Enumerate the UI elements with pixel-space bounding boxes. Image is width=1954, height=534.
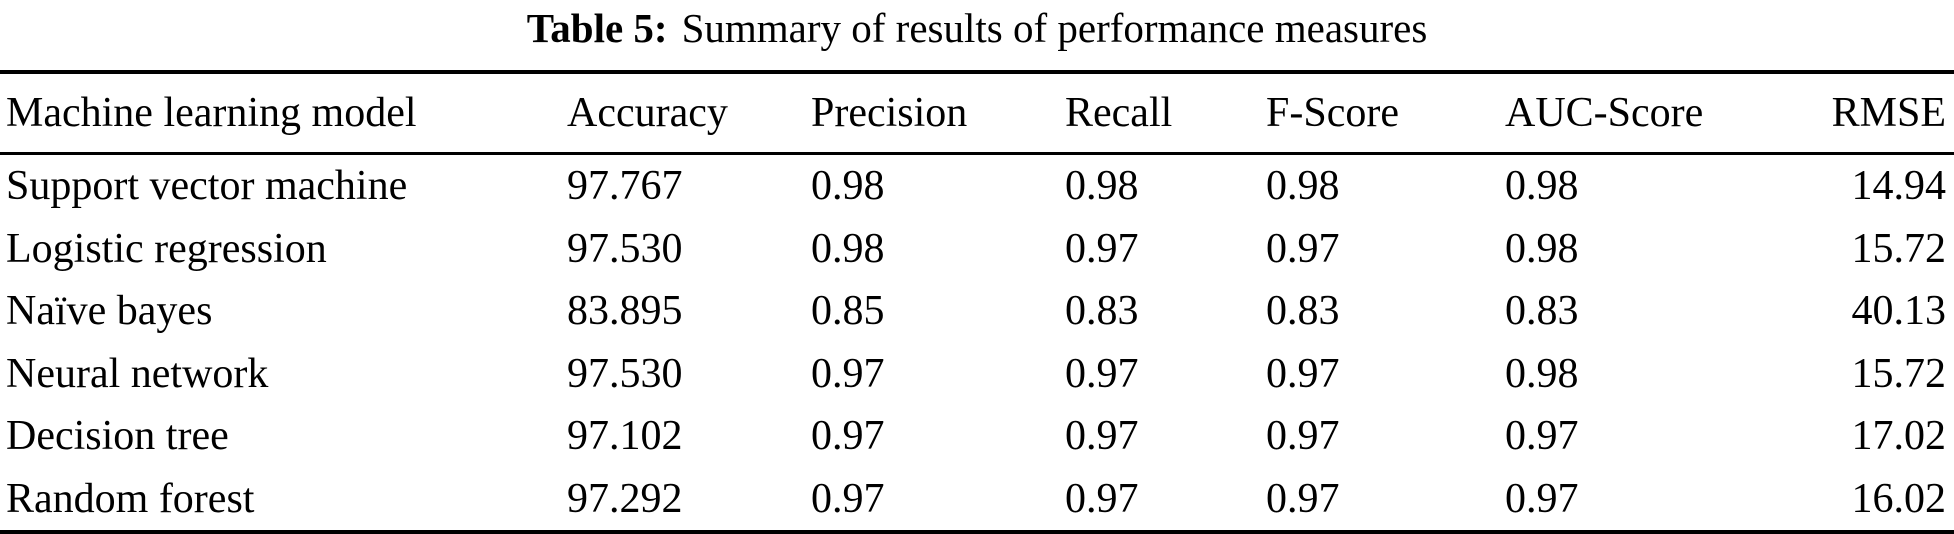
table-row: Naïve bayes 83.895 0.85 0.83 0.83 0.83 4… [0,280,1954,343]
col-header-f-score: F-Score [1266,72,1505,155]
col-header-recall: Recall [1065,72,1266,155]
cell-recall: 0.97 [1065,475,1139,522]
cell-auc-score: 0.97 [1505,475,1579,522]
cell-model: Naïve bayes [6,288,213,335]
cell-f-score: 0.97 [1266,413,1340,460]
cell-precision: 0.97 [811,413,885,460]
cell-model: Logistic regression [6,225,327,272]
cell-f-score: 0.83 [1266,288,1340,335]
table-row: Decision tree 97.102 0.97 0.97 0.97 0.97… [0,405,1954,468]
col-header-machine-learning-model: Machine learning model [0,72,567,155]
cell-precision: 0.98 [811,225,885,272]
cell-auc-score: 0.98 [1505,350,1579,397]
cell-accuracy: 97.292 [567,475,683,522]
table-body: Support vector machine 97.767 0.98 0.98 … [0,154,1954,533]
cell-rmse: 40.13 [1851,288,1947,335]
cell-rmse: 14.94 [1851,163,1947,210]
table-header: Machine learning model Accuracy Precisio… [0,72,1954,155]
cell-accuracy: 97.767 [567,163,683,210]
cell-precision: 0.97 [811,350,885,397]
cell-precision: 0.98 [811,163,885,210]
caption-text: Summary of results of performance measur… [681,5,1428,51]
cell-model: Random forest [6,475,255,522]
cell-auc-score: 0.83 [1505,288,1579,335]
cell-rmse: 16.02 [1851,475,1947,522]
table-row: Neural network 97.530 0.97 0.97 0.97 0.9… [0,343,1954,406]
cell-recall: 0.97 [1065,413,1139,460]
cell-model: Neural network [6,350,269,397]
table-row: Random forest 97.292 0.97 0.97 0.97 0.97… [0,468,1954,533]
cell-auc-score: 0.97 [1505,413,1579,460]
cell-accuracy: 97.530 [567,225,683,272]
col-header-rmse: RMSE [1804,72,1954,155]
cell-recall: 0.97 [1065,350,1139,397]
cell-auc-score: 0.98 [1505,163,1579,210]
cell-accuracy: 83.895 [567,288,683,335]
table-row: Logistic regression 97.530 0.98 0.97 0.9… [0,218,1954,281]
cell-recall: 0.98 [1065,163,1139,210]
table-caption: Table 5: Summary of results of performanc… [0,0,1954,56]
cell-model: Decision tree [6,413,229,460]
cell-accuracy: 97.102 [567,413,683,460]
cell-precision: 0.97 [811,475,885,522]
cell-f-score: 0.97 [1266,225,1340,272]
cell-rmse: 17.02 [1851,413,1947,460]
cell-recall: 0.97 [1065,225,1139,272]
caption-label: Table 5: [526,5,668,51]
cell-recall: 0.83 [1065,288,1139,335]
cell-precision: 0.85 [811,288,885,335]
cell-accuracy: 97.530 [567,350,683,397]
table-row: Support vector machine 97.767 0.98 0.98 … [0,154,1954,218]
cell-rmse: 15.72 [1851,350,1947,397]
cell-auc-score: 0.98 [1505,225,1579,272]
header-row: Machine learning model Accuracy Precisio… [0,72,1954,155]
cell-rmse: 15.72 [1851,225,1947,272]
cell-f-score: 0.98 [1266,163,1340,210]
cell-f-score: 0.97 [1266,475,1340,522]
results-table: Machine learning model Accuracy Precisio… [0,70,1954,534]
col-header-accuracy: Accuracy [567,72,811,155]
cell-model: Support vector machine [6,163,408,210]
col-header-auc-score: AUC-Score [1505,72,1804,155]
col-header-precision: Precision [811,72,1065,155]
cell-f-score: 0.97 [1266,350,1340,397]
